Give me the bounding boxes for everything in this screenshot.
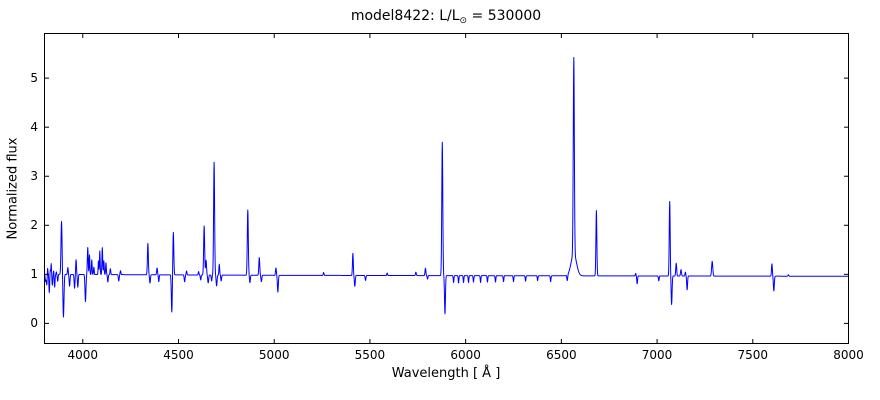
x-tick-label: 8000 xyxy=(833,348,864,362)
x-axis-label: Wavelength [ Å ] xyxy=(391,366,501,381)
y-tick-label: 5 xyxy=(30,71,38,86)
y-tick-label: 2 xyxy=(30,218,38,233)
axis-ticks xyxy=(44,33,849,344)
axes-frame xyxy=(44,33,849,344)
y-tick-label: 3 xyxy=(30,169,38,184)
y-tick-label: 4 xyxy=(30,120,38,135)
x-tick-label: 4000 xyxy=(67,348,99,362)
x-tick-label: 6000 xyxy=(450,348,481,362)
plot-title-value: = 530000 xyxy=(467,8,542,24)
x-tick-label: 5000 xyxy=(258,348,290,362)
sun-symbol-subscript: ⊙ xyxy=(459,16,468,26)
x-tick-label: 5500 xyxy=(354,348,386,362)
plot-title: model8422: L/L⊙ = 530000 xyxy=(44,8,848,26)
y-tick-label: 0 xyxy=(30,316,38,331)
x-tick-label: 7500 xyxy=(737,348,769,362)
x-tick-label: 7000 xyxy=(641,348,673,362)
y-axis-label: Normalized flux xyxy=(5,137,21,240)
spectrum-line xyxy=(44,57,849,318)
x-tick-label: 4500 xyxy=(163,348,194,362)
x-tick-label: 6500 xyxy=(546,348,577,362)
plot-title-text: model8422: L/L xyxy=(350,8,460,24)
y-tick-label: 1 xyxy=(30,267,38,282)
